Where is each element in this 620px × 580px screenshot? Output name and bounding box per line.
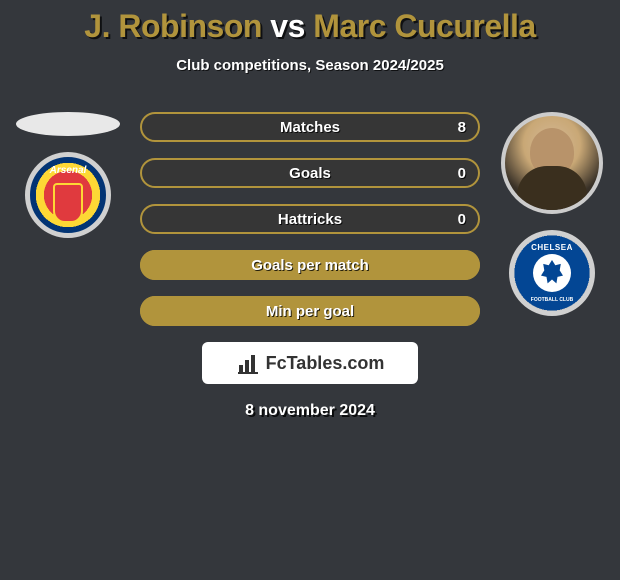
stat-row: Goals per match [140,250,480,280]
subtitle: Club competitions, Season 2024/2025 [0,57,620,74]
stat-value-right: 0 [458,204,466,234]
stat-row: Hattricks 0 [140,204,480,234]
stat-label: Goals per match [140,250,480,280]
title-player1: J. Robinson [84,8,262,44]
footer-date: 8 november 2024 [0,402,620,420]
brand-text: FcTables.com [266,353,385,374]
stat-row: Min per goal [140,296,480,326]
stat-label: Hattricks [140,204,480,234]
stat-label: Matches [140,112,480,142]
stat-bars: Matches 8 Goals 0 Hattricks 0 Goals per … [140,112,480,326]
page-title: J. Robinson vs Marc Cucurella [0,0,620,45]
stat-label: Min per goal [140,296,480,326]
stat-row: Matches 8 [140,112,480,142]
player1-photo-placeholder [16,112,120,136]
title-connector: vs [270,8,305,44]
chelsea-crest-inner [533,254,571,292]
left-column [8,112,128,238]
comparison-content: Matches 8 Goals 0 Hattricks 0 Goals per … [0,112,620,420]
bar-chart-icon [236,351,260,375]
club-badge-arsenal [25,152,111,238]
stat-value-right: 8 [458,112,466,142]
stat-label: Goals [140,158,480,188]
title-player2: Marc Cucurella [313,8,535,44]
brand-logo: FcTables.com [202,342,418,384]
club-badge-chelsea [509,230,595,316]
right-column [492,112,612,316]
player2-photo [501,112,603,214]
stat-row: Goals 0 [140,158,480,188]
stat-value-right: 0 [458,158,466,188]
